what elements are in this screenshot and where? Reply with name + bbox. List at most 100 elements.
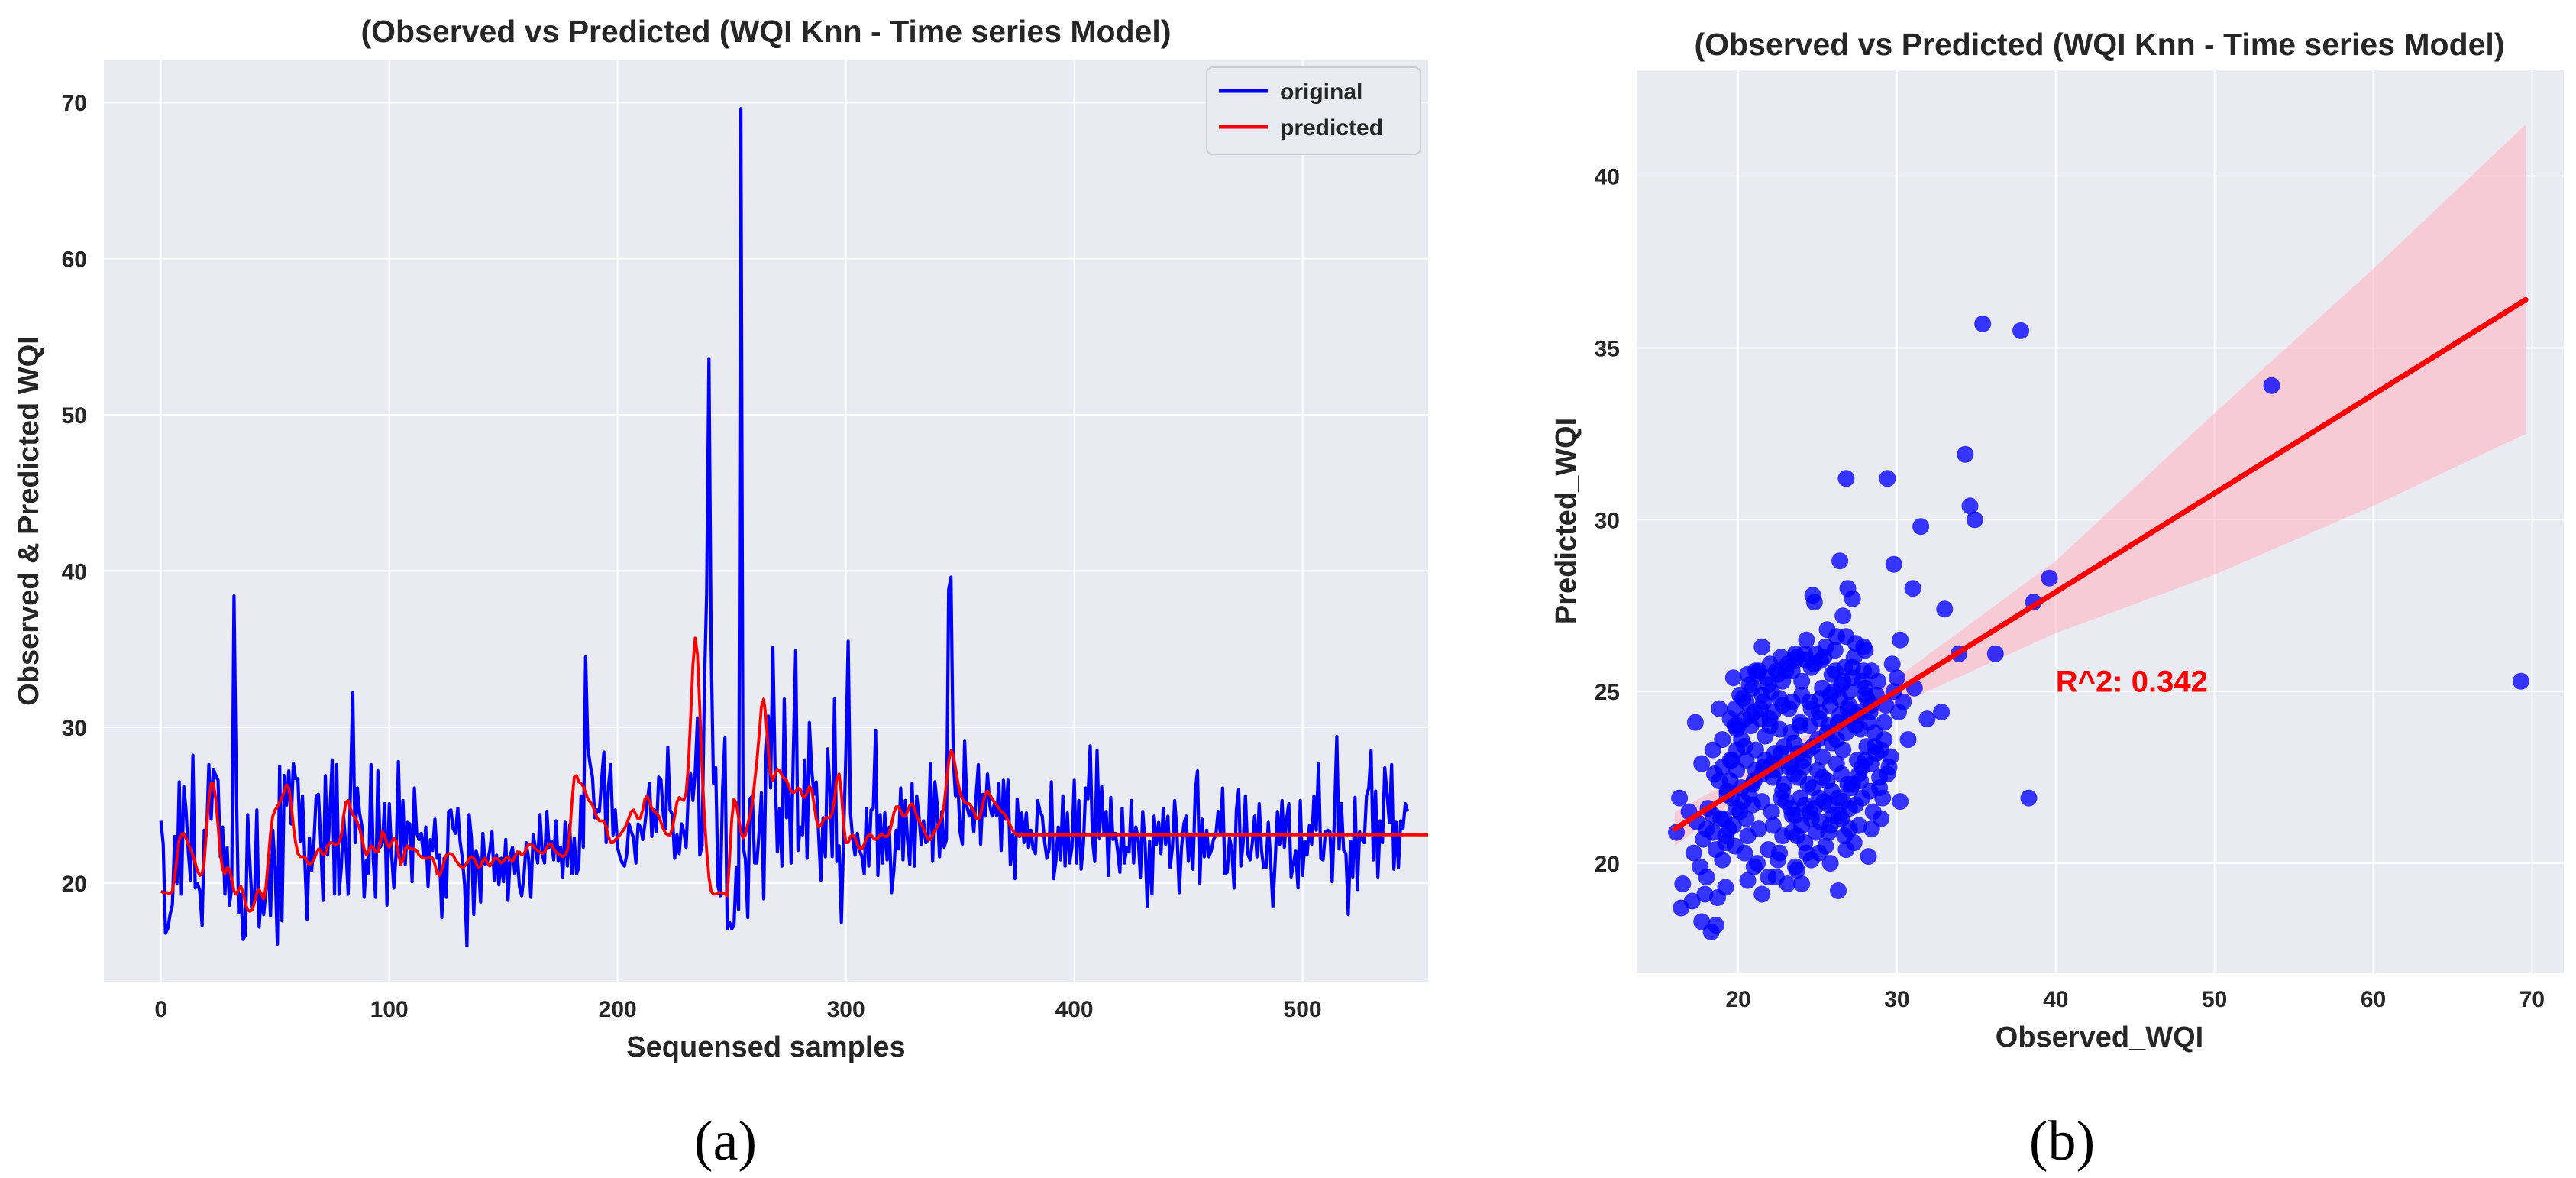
scatter-point bbox=[1704, 824, 1721, 841]
scatter-point bbox=[2041, 569, 2058, 587]
panel-b-x-axis-label: Observed_WQI bbox=[1996, 1021, 2203, 1053]
legend-label-original: original bbox=[1280, 79, 1362, 105]
scatter-point bbox=[1731, 686, 1749, 704]
panel-b-x-tick: 70 bbox=[2519, 987, 2545, 1012]
panel-a-x-tick: 500 bbox=[1284, 997, 1322, 1022]
panel-a-y-tick: 50 bbox=[62, 403, 87, 429]
scatter-point bbox=[1818, 621, 1836, 639]
panel-a-time-series-chart: 0 100 200 300 400 500 20 30 40 50 60 70 (Observed … bbox=[13, 14, 1428, 1173]
scatter-point bbox=[1912, 518, 1930, 536]
scatter-point bbox=[1814, 769, 1831, 786]
scatter-point bbox=[1817, 837, 1834, 855]
scatter-point bbox=[1885, 555, 1902, 573]
panel-b-y-tick-labels: 20 25 30 35 40 bbox=[1595, 164, 1620, 877]
scatter-point bbox=[1961, 497, 1979, 515]
panel-b-scatter-chart: R^2: 0.342 20 30 40 50 60 70 20 25 30 35 40 (Obse… bbox=[1550, 27, 2564, 1173]
legend-label-predicted: predicted bbox=[1280, 115, 1383, 141]
scatter-point bbox=[1693, 755, 1711, 772]
panel-b-content: R^2: 0.342 bbox=[1668, 125, 2529, 940]
scatter-point bbox=[1834, 607, 1852, 625]
scatter-point bbox=[1685, 844, 1702, 862]
scatter-point bbox=[1974, 315, 1992, 332]
scatter-point bbox=[1844, 590, 1861, 607]
scatter-point bbox=[1831, 552, 1849, 570]
scatter-point bbox=[1860, 848, 1877, 866]
scatter-point bbox=[1714, 759, 1731, 776]
panel-a-caption: (a) bbox=[694, 1110, 757, 1173]
panel-a-gridlines bbox=[104, 60, 1428, 982]
scatter-point bbox=[1892, 631, 1909, 649]
scatter-point bbox=[1837, 470, 1855, 487]
scatter-point bbox=[1683, 892, 1701, 910]
scatter-point bbox=[1711, 700, 1728, 717]
scatter-point bbox=[1986, 645, 2004, 662]
scatter-point bbox=[1737, 810, 1755, 827]
scatter-point bbox=[1724, 669, 1742, 687]
scatter-point bbox=[1793, 875, 1811, 892]
scatter-point bbox=[1671, 789, 1689, 807]
panel-a-title: (Observed vs Predicted (WQI Knn - Time s… bbox=[361, 14, 1172, 49]
r-squared-annotation: R^2: 0.342 bbox=[2056, 665, 2208, 699]
series-line-predicted bbox=[160, 636, 1428, 913]
panel-a-x-tick: 300 bbox=[827, 997, 865, 1022]
scatter-point bbox=[1933, 704, 1951, 721]
panel-b-x-tick: 50 bbox=[2202, 987, 2227, 1012]
scatter-point bbox=[1844, 775, 1861, 793]
scatter-point bbox=[1702, 924, 1720, 940]
panel-a-x-axis-label: Sequensed samples bbox=[626, 1031, 905, 1063]
scatter-point bbox=[1863, 755, 1880, 772]
panel-a-y-tick: 40 bbox=[62, 559, 87, 584]
scatter-point bbox=[1904, 580, 1921, 597]
scatter-point bbox=[1966, 511, 1983, 529]
panel-a-x-tick: 400 bbox=[1055, 997, 1094, 1022]
scatter-point bbox=[1770, 851, 1786, 869]
scatter-point bbox=[2512, 672, 2529, 690]
scatter-point bbox=[1874, 789, 1892, 807]
scatter-point bbox=[1821, 855, 1839, 872]
series-line-original bbox=[159, 107, 1410, 948]
scatter-point bbox=[1844, 659, 1861, 676]
panel-a-y-tick: 60 bbox=[62, 248, 87, 273]
scatter-point bbox=[2263, 377, 2280, 394]
scatter-point bbox=[2012, 322, 2030, 339]
scatter-point bbox=[1863, 662, 1880, 680]
panel-a-x-tick: 0 bbox=[154, 997, 167, 1022]
scatter-point bbox=[1883, 655, 1901, 673]
scatter-point bbox=[1739, 872, 1757, 889]
scatter-point bbox=[1888, 669, 1905, 687]
panel-b-y-tick: 20 bbox=[1595, 852, 1620, 877]
scatter-point bbox=[1753, 638, 1771, 655]
scatter-point bbox=[1880, 759, 1898, 776]
panel-b-y-tick: 30 bbox=[1595, 508, 1620, 533]
panel-b-x-tick: 20 bbox=[1725, 987, 1750, 1012]
panel-b-y-tick: 35 bbox=[1595, 336, 1620, 361]
panel-a-y-tick-labels: 20 30 40 50 60 70 bbox=[62, 91, 87, 897]
panel-a-series bbox=[159, 107, 1428, 948]
regression-line bbox=[1672, 296, 2529, 832]
panel-b-x-tick: 30 bbox=[1884, 987, 1909, 1012]
scatter-point bbox=[1696, 885, 1714, 903]
panel-a-x-tick: 100 bbox=[370, 997, 409, 1022]
scatter-point bbox=[1798, 631, 1815, 649]
scatter-point bbox=[1834, 672, 1852, 690]
scatter-point bbox=[1763, 803, 1780, 820]
scatter-point bbox=[1802, 851, 1820, 869]
scatter-point bbox=[1857, 642, 1874, 659]
scatter-point bbox=[1707, 841, 1724, 859]
scatter-point bbox=[1834, 793, 1852, 811]
panel-a-y-tick: 30 bbox=[62, 716, 87, 741]
scatter-point bbox=[1711, 772, 1728, 790]
scatter-point bbox=[1918, 710, 1936, 728]
scatter-point bbox=[1704, 741, 1721, 759]
scatter-point bbox=[1899, 731, 1917, 749]
panel-a-y-tick: 20 bbox=[62, 872, 87, 897]
scatter-point bbox=[1726, 717, 1744, 735]
scatter-point bbox=[1873, 810, 1890, 827]
scatter-point bbox=[1709, 889, 1726, 906]
scatter-point bbox=[1892, 793, 1909, 811]
panel-b-y-tick: 25 bbox=[1595, 680, 1620, 705]
scatter-point bbox=[1833, 765, 1850, 783]
scatter-point bbox=[1786, 858, 1804, 875]
scatter-point bbox=[1825, 807, 1842, 824]
